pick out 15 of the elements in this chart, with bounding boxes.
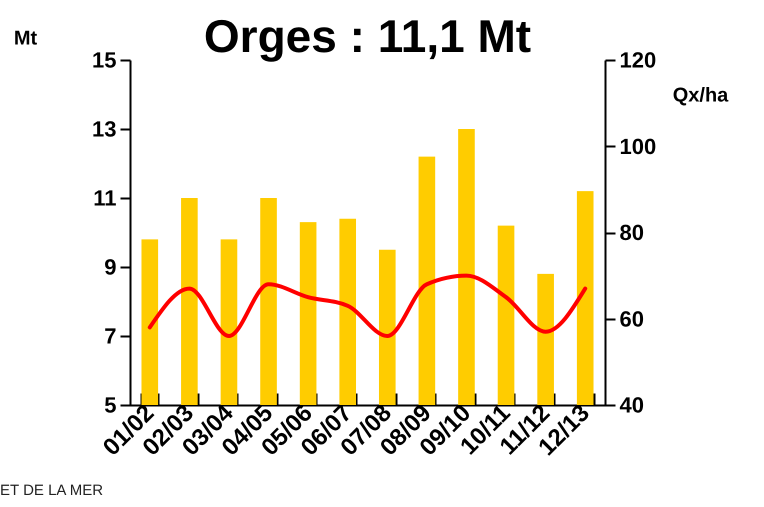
y2-axis-title: Qx/ha (672, 84, 730, 106)
y2-tick-label: 60 (620, 306, 644, 332)
y-tick-label: 9 (104, 254, 116, 280)
y2-tick-label: 40 (620, 392, 644, 418)
y2-tick-label: 80 (620, 220, 644, 245)
y-tick-label: 7 (104, 324, 116, 348)
y-tick-label: 11 (93, 186, 116, 210)
y-tick-label: 15 (92, 48, 116, 72)
text: ET DE LA MER (0, 482, 104, 499)
chart-title: Orges : 11,1 Mt (204, 10, 532, 62)
line-series (148, 274, 588, 338)
y-tick-label: 13 (92, 116, 116, 142)
y2-tick-label: 100 (620, 134, 656, 159)
y2-tick-label: 120 (620, 48, 656, 72)
y-axis-title: Mt (14, 28, 38, 50)
